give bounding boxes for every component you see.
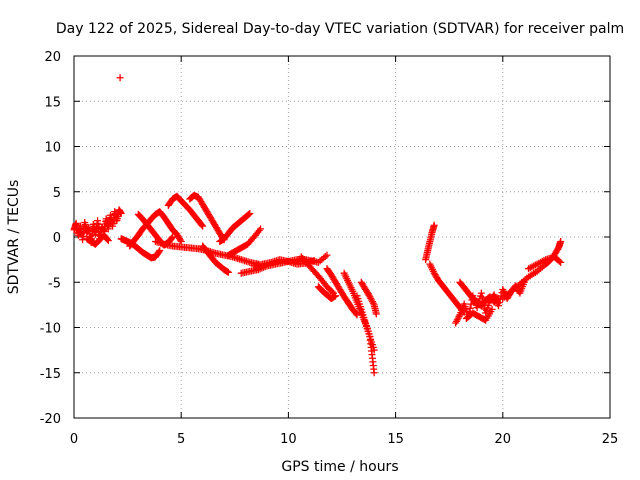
data-point [466, 304, 474, 312]
data-point [369, 299, 377, 307]
data-point [494, 295, 502, 303]
series-early-dip [83, 231, 112, 248]
data-point [310, 257, 318, 265]
y-tick-label: 20 [44, 50, 61, 65]
x-tick-label: 5 [177, 432, 185, 447]
data-point [555, 257, 563, 265]
data-point [455, 312, 463, 320]
data-point [257, 225, 265, 233]
data-point [557, 238, 565, 246]
data-point [168, 234, 176, 242]
series-arc-e [186, 191, 228, 244]
y-tick-label: 15 [44, 95, 61, 110]
data-point [155, 248, 163, 256]
y-tick-label: 5 [53, 186, 61, 201]
data-point [372, 310, 380, 318]
data-point [156, 247, 164, 255]
data-point [370, 369, 378, 377]
data-point [557, 258, 565, 266]
x-tick-label: 25 [602, 432, 619, 447]
series-arc-m [353, 292, 378, 377]
data-point [352, 310, 360, 318]
data-point [467, 300, 475, 308]
data-point [224, 268, 232, 276]
y-tick-label: -15 [40, 367, 61, 382]
series-arc-i [297, 253, 337, 297]
y-tick-label: -10 [40, 322, 61, 337]
data-point [198, 221, 206, 229]
data-point [328, 288, 336, 296]
x-tick-label: 10 [280, 432, 297, 447]
y-tick-label: 10 [44, 141, 61, 156]
data-point [488, 305, 496, 313]
data-point [246, 209, 254, 217]
data-point [477, 289, 485, 297]
y-tick-label: 0 [53, 231, 61, 246]
data-point [117, 209, 125, 217]
x-tick-label: 0 [70, 432, 78, 447]
series-outlier [116, 74, 124, 82]
series-arc-j [314, 283, 340, 303]
data-point [176, 236, 184, 244]
series-arc-k [323, 265, 361, 319]
series-cluster-early [70, 206, 125, 246]
series-late-rise [422, 221, 438, 264]
y-axis-label: SDTVAR / TECUs [6, 180, 22, 295]
series-tail [499, 238, 565, 303]
data-point [478, 293, 486, 301]
data-point [245, 210, 253, 218]
series-arc-f [199, 242, 232, 276]
series-arc-g [216, 209, 254, 246]
data-point [495, 302, 503, 310]
series-arc-d [164, 192, 207, 230]
chart-title: Day 122 of 2025, Sidereal Day-to-day VTE… [56, 21, 624, 37]
data-point [332, 292, 340, 300]
data-point [323, 251, 331, 259]
series-arc-n [357, 278, 380, 318]
data-point [169, 233, 177, 241]
y-tick-label: -20 [40, 412, 61, 427]
data-point [104, 237, 112, 245]
series-late-cluster2 [456, 278, 503, 310]
x-tick-label: 20 [495, 432, 512, 447]
data-point [255, 226, 263, 234]
marks-layer [70, 74, 565, 377]
data-point [103, 236, 111, 244]
ticks-layer: 0 5 10 15 20 25 -20 -15 -10 -5 0 5 10 15 20 [40, 50, 619, 447]
series-arc-h [224, 225, 265, 259]
x-tick-label: 15 [387, 432, 404, 447]
series-late-drop [426, 260, 468, 316]
series-tail2 [525, 253, 565, 273]
series-late-cluster3 [462, 305, 496, 324]
data-point [430, 221, 438, 229]
x-axis-label: GPS time / hours [281, 459, 398, 475]
data-point [199, 222, 207, 230]
data-point [116, 74, 124, 82]
y-tick-label: -5 [48, 276, 61, 291]
grid-layer [74, 56, 610, 418]
